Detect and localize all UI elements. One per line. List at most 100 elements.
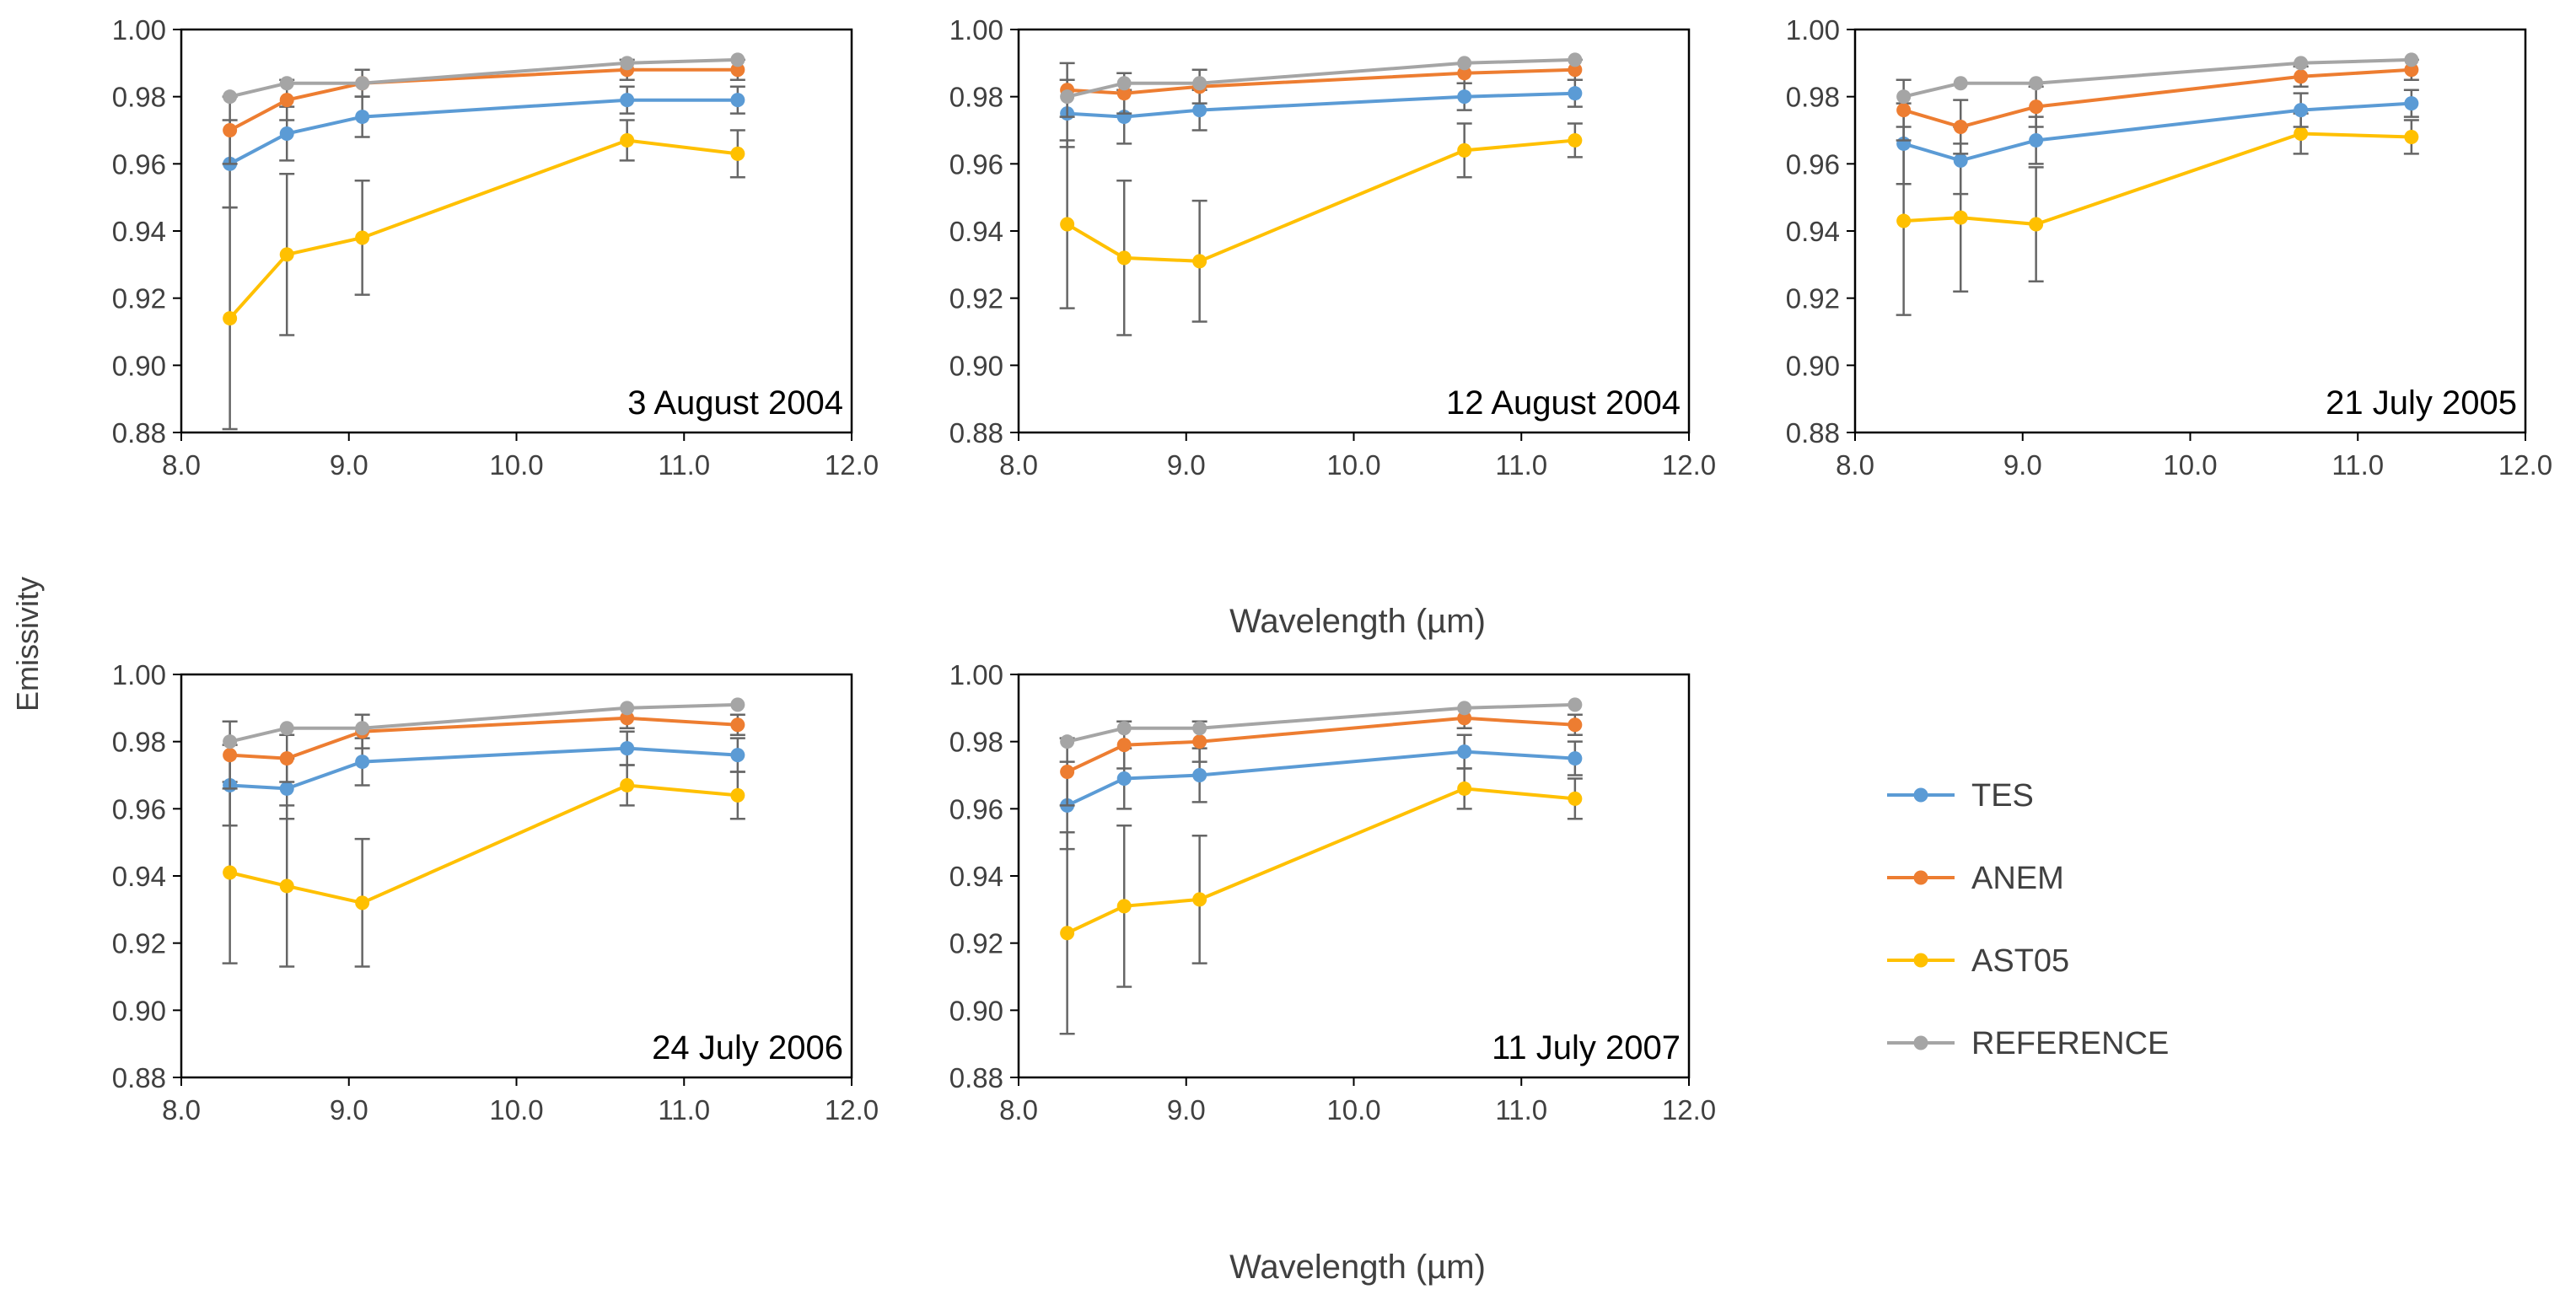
data-point xyxy=(279,721,294,736)
x-tick-label: 8.0 xyxy=(162,449,201,481)
x-tick-label: 12.0 xyxy=(2498,449,2552,481)
legend: TES ANEM AST05 REFERENCE xyxy=(1887,778,2169,1061)
y-tick-label: 0.94 xyxy=(949,216,1003,247)
panel-date-label: 24 July 2006 xyxy=(652,1029,843,1066)
data-point xyxy=(2294,56,2309,71)
data-point xyxy=(1192,768,1207,782)
x-tick-label: 9.0 xyxy=(1167,1094,1206,1125)
x-tick-label: 9.0 xyxy=(330,449,368,481)
plot-frame xyxy=(180,673,853,1079)
y-tick-label: 0.96 xyxy=(112,148,166,180)
data-point xyxy=(279,76,294,91)
x-tick-label: 12.0 xyxy=(1662,1094,1716,1125)
data-point xyxy=(1568,751,1583,766)
y-tick-label: 0.98 xyxy=(949,82,1003,113)
y-tick-label: 0.90 xyxy=(949,350,1003,381)
y-tick-label: 0.92 xyxy=(949,928,1003,959)
data-point xyxy=(730,93,745,108)
y-tick-label: 0.94 xyxy=(112,861,166,892)
data-point xyxy=(279,126,294,141)
legend-marker xyxy=(1913,953,1928,968)
y-tick-label: 0.96 xyxy=(949,148,1003,180)
y-tick-label: 0.92 xyxy=(112,928,166,959)
y-tick-label: 0.98 xyxy=(112,82,166,113)
data-point xyxy=(1192,254,1207,269)
y-tick-label: 0.92 xyxy=(1786,283,1840,314)
data-point xyxy=(1953,153,1968,168)
data-point xyxy=(1568,132,1583,148)
data-point xyxy=(620,701,635,716)
x-tick-label: 11.0 xyxy=(2331,449,2384,481)
data-point xyxy=(1568,791,1583,806)
chart-panel: 0.88 0.90 0.92 0.94 0.96 0.98 1.00 8.0 9.0 10.0 11… xyxy=(112,659,879,1125)
series-ast05 xyxy=(222,119,745,431)
data-point xyxy=(279,247,294,262)
data-point xyxy=(2404,96,2419,111)
data-point xyxy=(730,787,745,803)
x-tick-label: 9.0 xyxy=(2003,449,2042,481)
data-point xyxy=(1116,86,1132,101)
data-point xyxy=(223,734,238,749)
data-point xyxy=(355,76,370,91)
y-tick-label: 0.98 xyxy=(949,727,1003,758)
data-point xyxy=(730,748,745,763)
data-point xyxy=(1192,721,1207,736)
x-tick-label: 8.0 xyxy=(162,1094,201,1125)
y-tick-label: 0.94 xyxy=(1786,216,1840,247)
legend-item-anem: ANEM xyxy=(1887,861,2064,896)
data-point xyxy=(1457,781,1472,796)
y-tick-label: 1.00 xyxy=(949,659,1003,690)
data-point xyxy=(223,865,238,880)
x-tick-label: 9.0 xyxy=(330,1094,368,1125)
data-point xyxy=(1896,213,1912,228)
x-tick-label: 11.0 xyxy=(1495,449,1547,481)
data-point xyxy=(2404,52,2419,67)
data-point xyxy=(1457,701,1472,716)
y-tick-label: 0.92 xyxy=(949,283,1003,314)
x-tick-label: 10.0 xyxy=(2163,449,2217,481)
x-tick-label: 12.0 xyxy=(825,449,879,481)
data-point xyxy=(2294,126,2309,141)
data-point xyxy=(1116,721,1132,736)
data-point xyxy=(1192,892,1207,907)
legend-item-ast05: AST05 xyxy=(1887,943,2069,979)
data-point xyxy=(1953,76,1968,91)
y-tick-label: 0.88 xyxy=(949,417,1003,449)
data-point xyxy=(279,93,294,108)
data-point xyxy=(223,123,238,137)
data-point xyxy=(1953,210,1968,225)
data-point xyxy=(1116,738,1132,753)
data-point xyxy=(620,132,635,148)
data-point xyxy=(1457,66,1472,81)
data-point xyxy=(355,895,370,911)
series-anem xyxy=(1896,58,2419,155)
x-tick-label: 11.0 xyxy=(658,449,710,481)
data-point xyxy=(2404,129,2419,144)
data-point xyxy=(355,110,370,125)
legend-label: AST05 xyxy=(1971,943,2069,979)
series-reference xyxy=(1060,697,1583,749)
data-point xyxy=(2029,99,2044,115)
data-point xyxy=(2404,62,2419,78)
x-tick-label: 11.0 xyxy=(1495,1094,1547,1125)
data-point xyxy=(2029,76,2044,91)
y-tick-label: 0.88 xyxy=(112,1062,166,1093)
y-tick-label: 1.00 xyxy=(112,14,166,46)
data-point xyxy=(1568,52,1583,67)
x-axis-title-top: Wavelength (µm) xyxy=(1229,603,1486,640)
data-point xyxy=(1060,765,1075,780)
data-point xyxy=(1116,771,1132,786)
data-point xyxy=(2029,217,2044,232)
y-tick-label: 0.96 xyxy=(949,793,1003,825)
data-point xyxy=(1060,89,1075,105)
series-reference xyxy=(1896,52,2419,105)
x-tick-label: 8.0 xyxy=(999,1094,1038,1125)
data-point xyxy=(2294,69,2309,84)
data-point xyxy=(1457,142,1472,158)
data-point xyxy=(1060,734,1075,749)
data-point xyxy=(730,62,745,78)
data-point xyxy=(1060,217,1075,232)
data-point xyxy=(2029,132,2044,148)
data-point xyxy=(223,748,238,763)
y-tick-label: 0.92 xyxy=(112,283,166,314)
